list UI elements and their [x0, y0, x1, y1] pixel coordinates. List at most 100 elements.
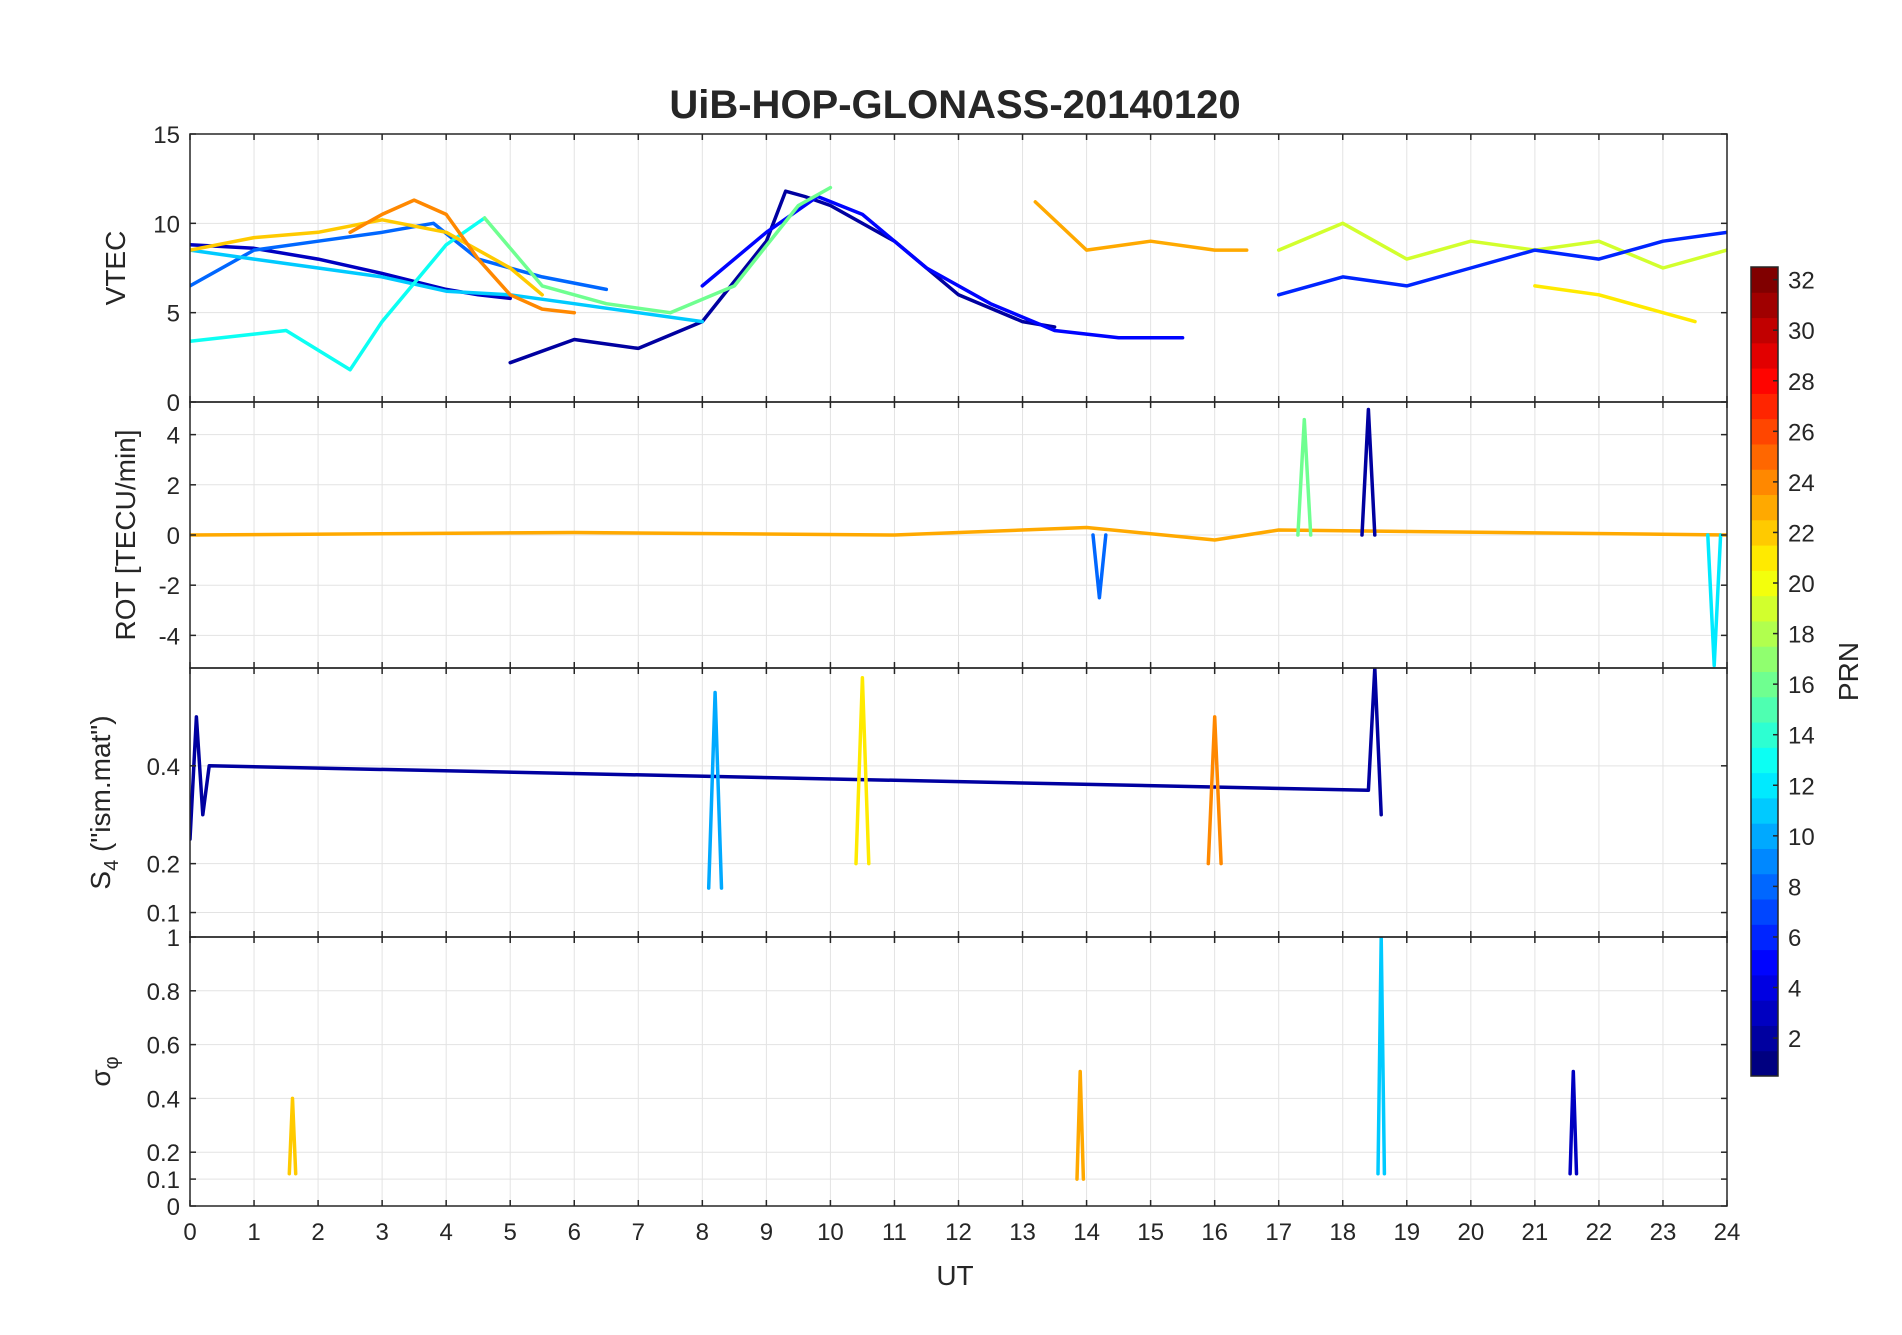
- series-line-prn-8: [1091, 533, 1108, 600]
- x-tick-label: 23: [1650, 1219, 1677, 1246]
- series-line-prn-12: [1706, 533, 1723, 668]
- x-tick-label: 22: [1586, 1219, 1613, 1246]
- colorbar-segment: [1751, 494, 1778, 521]
- y-tick-label: 0.6: [147, 1033, 180, 1060]
- x-tick-label: 4: [439, 1219, 452, 1246]
- series-line-prn-19: [1276, 221, 1727, 270]
- series-line-prn-23: [1075, 1069, 1086, 1181]
- colorbar-tick-label: 18: [1788, 622, 1815, 649]
- series-line-prn-2: [1360, 407, 1377, 537]
- series-line-prn-16: [482, 185, 833, 315]
- panel-1-series-group: [190, 185, 1727, 372]
- colorbar-segment: [1751, 342, 1778, 369]
- y-tick-label: 5: [167, 301, 180, 328]
- x-axis-label: UT: [936, 1260, 973, 1291]
- series-line-prn-22: [190, 218, 544, 297]
- colorbar-segment: [1751, 899, 1778, 925]
- x-tick-label: 14: [1073, 1219, 1100, 1246]
- series-line-prn-24: [348, 198, 577, 315]
- series-line-prn-21: [1533, 284, 1697, 324]
- colorbar-tick-label: 30: [1788, 318, 1815, 345]
- x-tick-label: 17: [1265, 1219, 1292, 1246]
- chart-title: UiB-HOP-GLONASS-20140120: [669, 83, 1240, 127]
- colorbar-tick-label: 32: [1788, 268, 1815, 295]
- colorbar-tick-label: 6: [1788, 925, 1801, 952]
- colorbar-segment: [1751, 443, 1778, 470]
- x-tick-label: 7: [632, 1219, 645, 1246]
- y-tick-label: 1: [167, 925, 180, 952]
- colorbar-segment: [1751, 949, 1778, 976]
- x-tick-label: 0: [183, 1219, 196, 1246]
- y-tick-label: 0: [167, 390, 180, 417]
- colorbar-segment: [1751, 595, 1778, 622]
- colorbar-tick-label: 10: [1788, 824, 1815, 851]
- colorbar-label: PRN: [1833, 642, 1864, 701]
- x-tick-label: 24: [1714, 1219, 1741, 1246]
- y-tick-label: -4: [159, 623, 180, 650]
- x-tick-label: 2: [311, 1219, 324, 1246]
- series-layer: [190, 185, 1727, 1181]
- x-tick-label: 18: [1329, 1219, 1356, 1246]
- colorbar-segment: [1751, 797, 1778, 824]
- x-tick-label: 20: [1457, 1219, 1484, 1246]
- colorbar-tick-label: 16: [1788, 672, 1815, 699]
- colorbar-segment: [1751, 848, 1778, 875]
- colorbar-frame: [1750, 266, 1779, 1077]
- x-tick-label: 16: [1201, 1219, 1228, 1246]
- x-tick-label: 1: [247, 1219, 260, 1246]
- x-tick-label: 9: [760, 1219, 773, 1246]
- series-line-prn-3: [190, 243, 512, 301]
- y-tick-label: 0.1: [147, 1167, 180, 1194]
- series-line-prn-16: [1296, 417, 1313, 537]
- y-tick-label: 0.2: [147, 1140, 180, 1167]
- x-tick-label: 12: [945, 1219, 972, 1246]
- series-line-prn-23: [190, 525, 1727, 542]
- x-tick-label: 5: [504, 1219, 517, 1246]
- series-line-prn-11: [1376, 937, 1387, 1176]
- colorbar-tick-label: 22: [1788, 520, 1815, 547]
- y-axis-label-panel-3: S4 ("ism.mat"): [85, 715, 123, 889]
- y-tick-label: 15: [153, 122, 180, 149]
- y-axis-label-panel-4: σφ: [85, 1056, 123, 1086]
- y-tick-label: 0.8: [147, 979, 180, 1006]
- series-line-prn-24: [1206, 715, 1223, 866]
- y-tick-label: -2: [159, 573, 180, 600]
- colorbar-tick-label: 26: [1788, 419, 1815, 446]
- colorbar-segment: [1751, 1000, 1778, 1026]
- colorbar-tick-label: 2: [1788, 1026, 1801, 1053]
- y-tick-label: 0: [167, 1194, 180, 1221]
- y-tick-label: 0.1: [147, 901, 180, 928]
- series-line-prn-3: [1568, 1069, 1579, 1176]
- series-line-prn-5: [700, 194, 1185, 340]
- colorbar-segment: [1751, 393, 1778, 420]
- colorbar-tick-label: 4: [1788, 976, 1801, 1003]
- series-line-prn-10: [706, 690, 724, 890]
- colorbar-tick-label: 8: [1788, 874, 1801, 901]
- y-axis-label-panel-2: ROT [TECU/min]: [110, 429, 141, 640]
- series-line-prn-2: [190, 668, 1383, 841]
- y-tick-label: 2: [167, 473, 180, 500]
- x-tick-label: 3: [375, 1219, 388, 1246]
- panel-4-series-group: [287, 937, 1579, 1181]
- colorbar-tick-label: 20: [1788, 571, 1815, 598]
- series-line-prn-6: [1276, 230, 1727, 297]
- series-line-prn-21: [854, 676, 871, 866]
- x-tick-label: 13: [1009, 1219, 1036, 1246]
- series-line-prn-23: [1033, 200, 1249, 252]
- x-tick-label: 15: [1137, 1219, 1164, 1246]
- colorbar-segment: [1751, 1050, 1778, 1077]
- y-tick-label: 0.4: [147, 754, 180, 781]
- series-line-prn-2: [508, 189, 1057, 365]
- colorbar-tick-label: 28: [1788, 369, 1815, 396]
- series-line-prn-13: [190, 216, 487, 372]
- y-tick-label: 4: [167, 423, 180, 450]
- y-tick-label: 0.2: [147, 852, 180, 879]
- x-tick-label: 11: [882, 1219, 907, 1246]
- x-tick-label: 19: [1393, 1219, 1420, 1246]
- x-tick-label: 6: [568, 1219, 581, 1246]
- colorbar-tick-label: 14: [1788, 723, 1815, 750]
